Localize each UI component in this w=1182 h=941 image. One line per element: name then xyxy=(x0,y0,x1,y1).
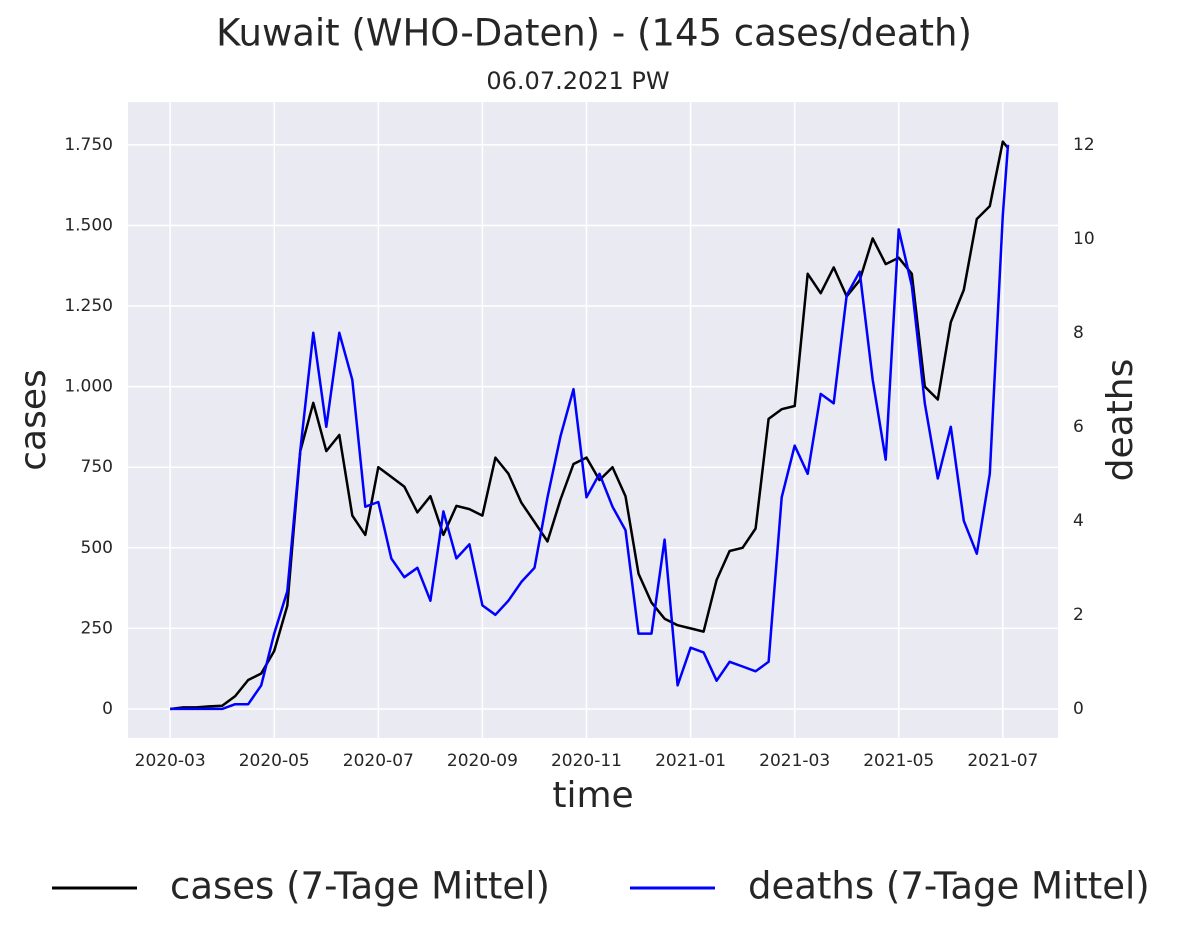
x-axis-label: time xyxy=(552,775,633,816)
tick-label: 1.750 xyxy=(64,135,113,155)
y2-axis-label: deaths xyxy=(1100,359,1141,482)
tick-label: 1.000 xyxy=(64,377,113,397)
tick-label: 2021-03 xyxy=(759,751,830,771)
tick-label: 2021-07 xyxy=(967,751,1038,771)
tick-label: 2021-01 xyxy=(655,751,726,771)
y-axis-label: cases xyxy=(13,369,54,471)
chart-subtitle: 06.07.2021 PW xyxy=(486,67,669,95)
tick-label: 2020-05 xyxy=(239,751,310,771)
tick-label: 2021-05 xyxy=(863,751,934,771)
tick-label: 500 xyxy=(81,538,113,558)
tick-label: 250 xyxy=(81,618,113,638)
data-line xyxy=(170,140,1009,711)
tick-label: 4 xyxy=(1073,511,1084,531)
tick-label: 0 xyxy=(102,699,113,719)
legend-label: cases (7-Tage Mittel) xyxy=(170,865,550,908)
tick-label: 0 xyxy=(1073,699,1084,719)
tick-label: 1.250 xyxy=(64,296,113,316)
tick-label: 2020-07 xyxy=(343,751,414,771)
tick-label: 12 xyxy=(1073,135,1095,155)
legend-label: deaths (7-Tage Mittel) xyxy=(748,865,1150,908)
data-line xyxy=(170,144,1010,711)
tick-label: 2020-03 xyxy=(135,751,206,771)
tick-label: 10 xyxy=(1073,229,1095,249)
tick-label: 2020-11 xyxy=(551,751,622,771)
tick-label: 6 xyxy=(1073,417,1084,437)
chart-title: Kuwait (WHO-Daten) - (145 cases/death) xyxy=(216,12,972,55)
tick-label: 750 xyxy=(81,457,113,477)
plot-area xyxy=(128,102,1058,738)
tick-label: 8 xyxy=(1073,323,1084,343)
tick-label: 2 xyxy=(1073,605,1084,625)
tick-label: 1.500 xyxy=(64,215,113,235)
tick-label: 2020-09 xyxy=(447,751,518,771)
